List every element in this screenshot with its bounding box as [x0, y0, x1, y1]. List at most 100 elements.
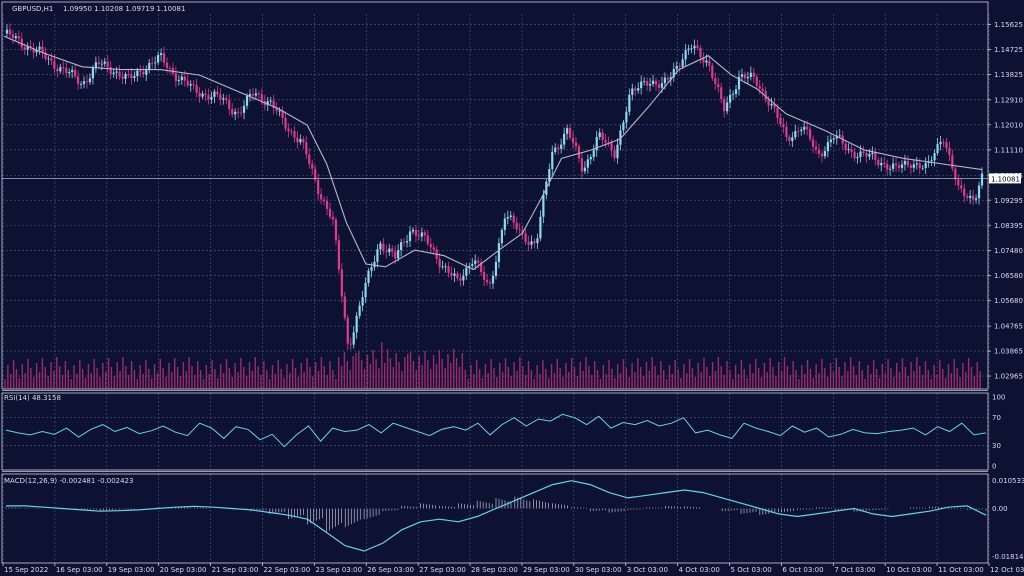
candle-body	[844, 143, 847, 150]
x-tick-label: 5 Oct 03:00	[731, 566, 772, 574]
candle-body	[877, 159, 880, 166]
candle-body	[192, 84, 195, 85]
candle-body	[379, 243, 382, 250]
candle-body	[228, 100, 231, 110]
candle-body	[631, 88, 634, 95]
candle-body	[527, 242, 530, 245]
candle-body	[65, 68, 68, 74]
candle-body	[571, 137, 575, 143]
candle-body	[388, 248, 391, 253]
candle-body	[248, 94, 252, 96]
candle-body	[334, 219, 338, 241]
candle-body	[352, 332, 355, 345]
candle-body	[758, 85, 761, 89]
candle-body	[275, 108, 278, 112]
candle-body	[847, 149, 850, 150]
candle-body	[838, 135, 841, 137]
candle-body	[159, 53, 163, 56]
candle-body	[165, 62, 169, 68]
candle-body	[23, 47, 26, 50]
candle-body	[44, 52, 47, 59]
candle-body	[960, 185, 963, 189]
grid	[2, 14, 990, 563]
candle-body	[903, 161, 907, 165]
candle-body	[239, 112, 243, 114]
candle-body	[438, 258, 441, 268]
candle-body	[142, 71, 145, 75]
x-tick-label: 3 Oct 03:00	[627, 566, 668, 574]
candle-body	[678, 65, 681, 67]
candle-body	[660, 83, 664, 88]
candle-body	[684, 50, 687, 60]
candle-body	[924, 163, 927, 168]
candle-body	[397, 250, 400, 259]
candle-body	[696, 45, 699, 48]
candle-body	[168, 67, 172, 69]
candle-body	[311, 163, 314, 169]
candle-body	[625, 111, 628, 123]
candle-body	[616, 144, 619, 159]
y-tick-label: 1.13825	[994, 71, 1023, 79]
moving-average-line	[3, 35, 983, 271]
candle-body	[640, 81, 643, 89]
candle-body	[648, 84, 652, 86]
candle-body	[154, 62, 157, 64]
x-tick-label: 28 Sep 03:00	[471, 566, 518, 574]
candle-body	[127, 74, 130, 75]
candle-body	[972, 195, 975, 200]
candle-body	[20, 38, 23, 48]
candle-body	[912, 164, 915, 168]
candle-body	[651, 80, 655, 85]
x-tick-label: 11 Oct 03:00	[938, 566, 984, 574]
candle-body	[862, 151, 865, 153]
rsi-tick-label: 0	[992, 463, 996, 471]
candle-body	[432, 247, 435, 250]
candle-body	[536, 238, 539, 244]
candle-body	[296, 137, 299, 143]
candle-body	[444, 266, 447, 268]
y-tick-label: 1.12910	[994, 96, 1023, 104]
y-tick-label: 1.11110	[994, 146, 1023, 154]
candle-body	[287, 128, 290, 132]
candle-body	[180, 76, 183, 80]
candle-body	[219, 94, 222, 100]
candle-body	[157, 55, 160, 63]
candle-body	[921, 167, 924, 169]
candle-body	[835, 135, 838, 139]
candle-body	[654, 80, 658, 85]
candle-body	[414, 229, 418, 236]
candle-body	[325, 201, 329, 209]
candle-body	[583, 167, 586, 172]
candle-body	[826, 142, 829, 152]
candle-body	[177, 79, 180, 82]
candle-body	[669, 77, 672, 80]
candle-body	[948, 148, 951, 155]
macd-tick-label: 0.00	[992, 505, 1008, 513]
x-tick-label: 19 Sep 03:00	[108, 566, 155, 574]
candle-body	[94, 62, 97, 68]
candle-body	[5, 29, 9, 34]
candle-body	[850, 149, 853, 152]
candle-body	[420, 232, 423, 237]
candle-body	[272, 100, 275, 109]
candle-body	[894, 163, 898, 166]
candle-body	[749, 72, 752, 77]
x-tick-label: 29 Sep 03:00	[523, 566, 570, 574]
y-tick-label: 1.15625	[994, 21, 1023, 29]
candle-body	[453, 273, 456, 276]
x-tick-label: 23 Sep 03:00	[315, 566, 362, 574]
candle-body	[456, 273, 459, 279]
candle-body	[755, 76, 758, 86]
candle-body	[183, 76, 186, 81]
candle-body	[897, 165, 901, 168]
candle-body	[963, 188, 966, 197]
candle-body	[76, 76, 80, 84]
candle-body	[53, 60, 56, 69]
candle-body	[966, 196, 969, 198]
candle-body	[97, 62, 100, 64]
candle-body	[417, 235, 421, 237]
candle-body	[586, 159, 589, 168]
macd-label: MACD(12,26,9) -0.002481 -0.002423	[4, 477, 133, 485]
candle-body	[370, 267, 373, 271]
